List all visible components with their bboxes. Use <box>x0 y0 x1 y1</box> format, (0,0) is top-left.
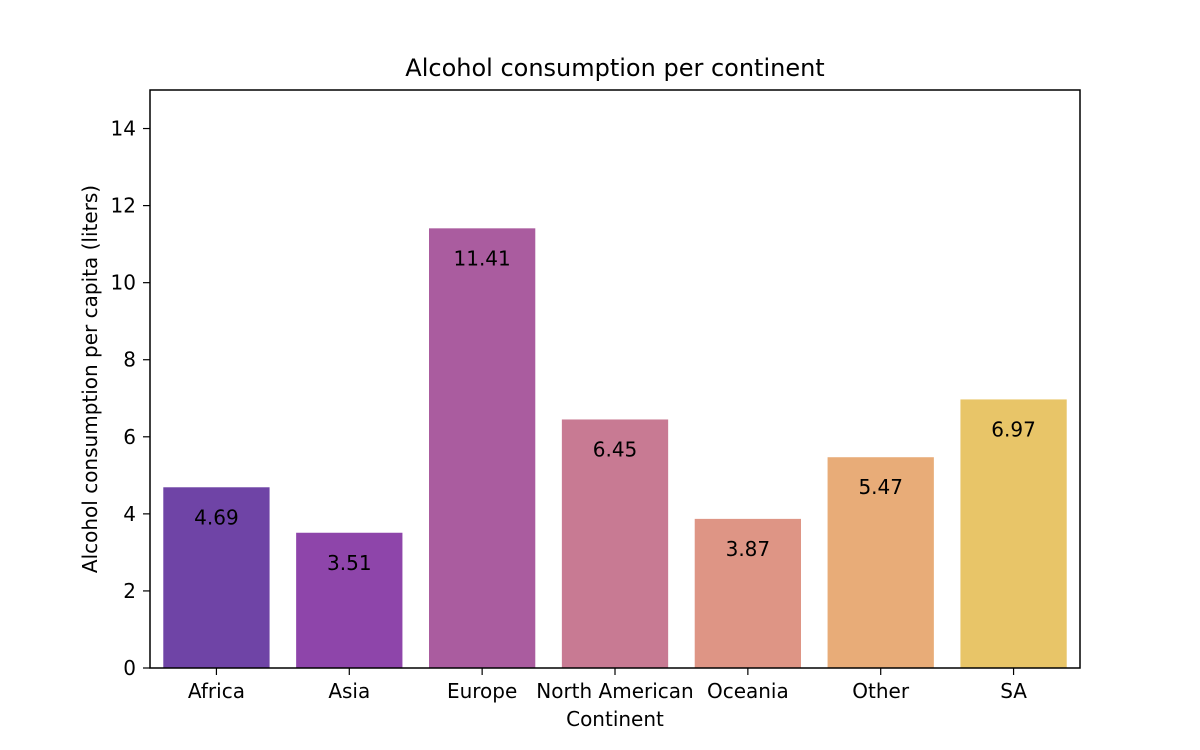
y-tick-label: 0 <box>123 656 136 680</box>
bar-value-label: 5.47 <box>858 475 903 499</box>
bar-value-label: 11.41 <box>454 246 511 270</box>
bar-north-american <box>561 419 669 668</box>
value-labels-layer: 4.69 3.51 11.41 6.45 3.87 5.47 6.97 <box>194 246 1036 574</box>
x-tick-label: Other <box>852 679 910 703</box>
bars-layer <box>163 228 1067 668</box>
bar-europe <box>429 228 536 668</box>
x-tick-label: Asia <box>328 679 370 703</box>
y-tick-label: 12 <box>111 194 136 218</box>
bar-oceania <box>694 518 801 668</box>
bar-value-label: 6.45 <box>593 437 638 461</box>
x-axis: Africa Asia Europe North American Oceania Oth… <box>188 668 1027 703</box>
bar-value-label: 3.87 <box>726 537 771 561</box>
bar-asia <box>296 532 403 668</box>
y-tick-label: 2 <box>123 579 136 603</box>
chart-title: Alcohol consumption per continent <box>405 54 824 82</box>
x-tick-label: North American <box>536 679 693 703</box>
x-tick-label: Africa <box>188 679 245 703</box>
bar-africa <box>163 487 270 668</box>
y-tick-label: 10 <box>111 271 136 295</box>
x-axis-title: Continent <box>566 707 664 731</box>
y-axis: 0 2 4 6 8 10 12 14 <box>111 117 150 680</box>
bar-other <box>827 457 934 668</box>
x-tick-label: Oceania <box>707 679 789 703</box>
bar-value-label: 6.97 <box>991 417 1036 441</box>
y-tick-label: 14 <box>111 117 136 141</box>
y-axis-title: Alcohol consumption per capita (liters) <box>78 185 102 573</box>
bar-sa <box>960 399 1067 668</box>
bar-value-label: 4.69 <box>194 505 239 529</box>
y-tick-label: 4 <box>123 502 136 526</box>
bar-value-label: 3.51 <box>327 551 372 575</box>
y-tick-label: 8 <box>123 348 136 372</box>
y-tick-label: 6 <box>123 425 136 449</box>
x-tick-label: SA <box>1000 679 1027 703</box>
x-tick-label: Europe <box>447 679 517 703</box>
